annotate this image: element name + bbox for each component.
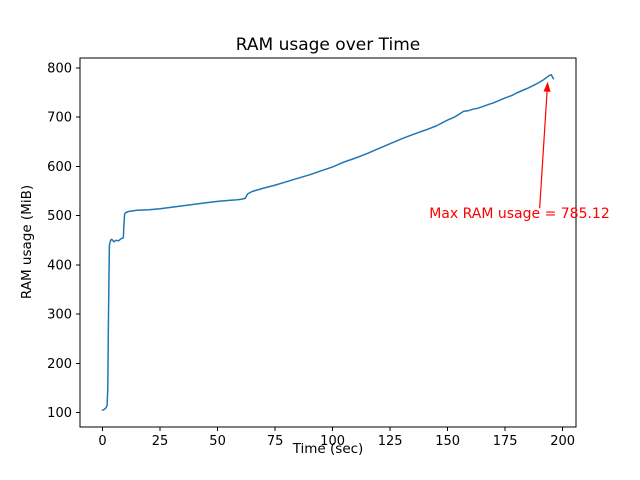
x-tick-label: 150 [435,434,460,449]
ram-usage-line [101,74,555,411]
y-tick-label: 300 [47,308,72,323]
y-tick-label: 700 [47,111,72,126]
annotation-arrow-shaft [539,88,548,209]
chart-title: RAM usage over Time [235,35,421,55]
y-tick-label: 500 [47,209,72,224]
y-tick-label: 800 [47,61,72,76]
x-tick-label: 175 [493,434,518,449]
y-tick-label: 600 [47,160,72,175]
x-axis-label: Time (sec) [292,441,364,457]
axes-spines [79,57,577,428]
annotation-arrow-head [543,81,551,92]
y-tick-label: 400 [47,258,72,273]
x-tick-label: 25 [152,434,169,449]
x-tick-label: 100 [320,434,345,449]
x-tick-label: 125 [378,434,403,449]
x-tick-label: 0 [98,434,106,449]
x-tick-label: 200 [550,434,575,449]
x-tick-label: 75 [267,434,284,449]
y-tick-label: 200 [47,357,72,372]
x-tick-label: 50 [209,434,226,449]
max-ram-annotation-text: Max RAM usage = 785.12 [429,206,610,222]
y-tick-label: 100 [47,406,72,421]
